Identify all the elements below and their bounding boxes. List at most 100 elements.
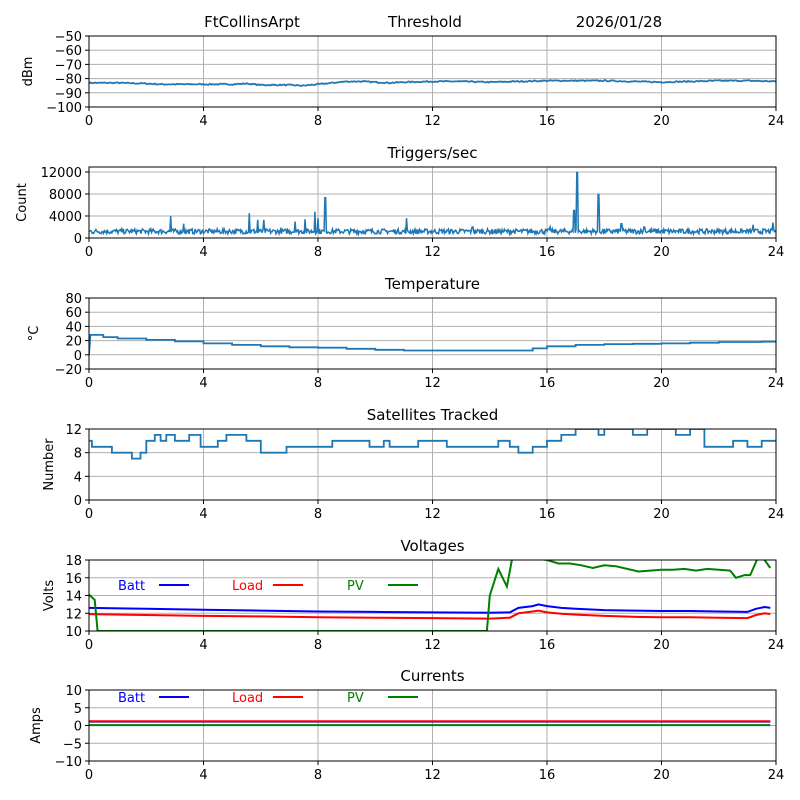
y-tick-label: −90 <box>55 87 82 102</box>
panel-signal: 0 4 8 12 16 20 24 −50−60−70−80−90−100 dBm <box>21 30 784 129</box>
legend-label-batt: Batt <box>118 691 145 706</box>
x-tick-label: 12 <box>424 507 441 522</box>
x-tick-label: 20 <box>653 768 670 783</box>
y-tick-label: 40 <box>65 320 82 335</box>
y-tick-label: 8000 <box>49 188 82 203</box>
panel-title: Triggers/sec <box>387 144 478 162</box>
plot-area <box>89 333 776 355</box>
series-line-dbm <box>89 79 776 87</box>
x-tick-label: 8 <box>314 376 322 391</box>
x-tick-label: 24 <box>768 638 785 653</box>
y-axis-label: Count <box>15 183 30 222</box>
y-tick-label: 4000 <box>49 210 82 225</box>
y-tick-label: 0 <box>74 349 82 364</box>
legend-label-load: Load <box>232 691 263 706</box>
panel-title: Temperature <box>384 275 480 293</box>
x-tick-label: 20 <box>653 638 670 653</box>
x-tick-label: 20 <box>653 245 670 260</box>
y-axis-label: °C <box>27 326 42 342</box>
y-tick-label: 10 <box>65 684 82 699</box>
y-tick-label: −80 <box>55 73 82 88</box>
header-mode: Threshold <box>387 13 462 31</box>
panel-currents: Batt Load PV 0 4 8 12 16 20 24 −10 −5 0 5 10 Currents Am… <box>29 667 784 783</box>
series-line-pv <box>89 560 772 631</box>
series-line-load <box>89 609 771 620</box>
x-tick-label: 16 <box>539 638 556 653</box>
x-tick-label: 0 <box>85 507 93 522</box>
y-tick-label: −60 <box>55 44 82 59</box>
x-tick-label: 8 <box>314 114 322 129</box>
plot-area <box>89 560 772 631</box>
y-tick-label: 18 <box>65 554 82 569</box>
x-tick-label: 4 <box>199 114 207 129</box>
y-tick-label: 0 <box>74 494 82 509</box>
series-line-triggers <box>89 171 776 237</box>
y-tick-label: 0 <box>74 720 82 735</box>
y-axis-label: Volts <box>42 580 57 612</box>
panel-title: Currents <box>400 667 464 685</box>
x-tick-label: 16 <box>539 507 556 522</box>
y-axis-label: Amps <box>29 707 44 744</box>
x-tick-label: 20 <box>653 376 670 391</box>
x-tick-label: 12 <box>424 768 441 783</box>
y-tick-label: 10 <box>65 625 82 640</box>
y-tick-label: −100 <box>46 101 82 116</box>
x-tick-label: 0 <box>85 376 93 391</box>
x-tick-label: 24 <box>768 376 785 391</box>
series-line-temperature <box>89 333 776 355</box>
y-tick-label: 12 <box>65 423 82 438</box>
legend-label-load: Load <box>232 579 263 594</box>
plot-area <box>89 720 771 727</box>
y-tick-label: 8 <box>74 447 82 462</box>
x-tick-label: 16 <box>539 768 556 783</box>
y-tick-label: 20 <box>65 335 82 350</box>
x-tick-label: 0 <box>85 768 93 783</box>
y-tick-label: −70 <box>55 58 82 73</box>
x-tick-label: 12 <box>424 638 441 653</box>
header-date: 2026/01/28 <box>576 13 662 31</box>
plot-area <box>89 429 776 460</box>
x-tick-label: 16 <box>539 245 556 260</box>
panel-title: Satellites Tracked <box>367 406 498 424</box>
y-tick-label: 5 <box>74 702 82 717</box>
y-tick-label: 4 <box>74 470 82 485</box>
x-tick-label: 0 <box>85 114 93 129</box>
x-tick-label: 8 <box>314 507 322 522</box>
legend-label-pv: PV <box>347 579 364 594</box>
x-tick-label: 8 <box>314 768 322 783</box>
x-tick-label: 24 <box>768 245 785 260</box>
y-tick-label: −10 <box>55 755 82 770</box>
x-tick-label: 12 <box>424 114 441 129</box>
plot-area <box>89 79 776 87</box>
legend-label-pv: PV <box>347 691 364 706</box>
x-tick-label: 4 <box>199 768 207 783</box>
y-tick-label: 0 <box>74 232 82 247</box>
y-tick-label: −5 <box>63 737 82 752</box>
y-tick-label: 60 <box>65 306 82 321</box>
panel-satellites: 0 4 8 12 16 20 24 0 4 8 12 Satellites Tracked Number <box>42 406 784 522</box>
y-tick-label: 12000 <box>41 166 82 181</box>
x-tick-label: 8 <box>314 638 322 653</box>
x-tick-label: 24 <box>768 114 785 129</box>
y-axis-label: dBm <box>21 57 36 87</box>
y-axis-label: Number <box>42 438 57 491</box>
x-tick-label: 20 <box>653 507 670 522</box>
y-tick-label: −50 <box>55 30 82 45</box>
x-tick-label: 0 <box>85 638 93 653</box>
y-tick-label: −20 <box>55 363 82 378</box>
x-tick-label: 16 <box>539 114 556 129</box>
x-tick-label: 24 <box>768 768 785 783</box>
header-station: FtCollinsArpt <box>204 13 300 31</box>
x-tick-label: 8 <box>314 245 322 260</box>
x-tick-label: 4 <box>199 638 207 653</box>
legend-label-batt: Batt <box>118 579 145 594</box>
y-tick-label: 80 <box>65 292 82 307</box>
plot-area <box>89 171 776 237</box>
x-tick-label: 16 <box>539 376 556 391</box>
x-tick-label: 0 <box>85 245 93 260</box>
series-line-satellites <box>89 429 776 460</box>
panel-title: Voltages <box>400 537 464 555</box>
